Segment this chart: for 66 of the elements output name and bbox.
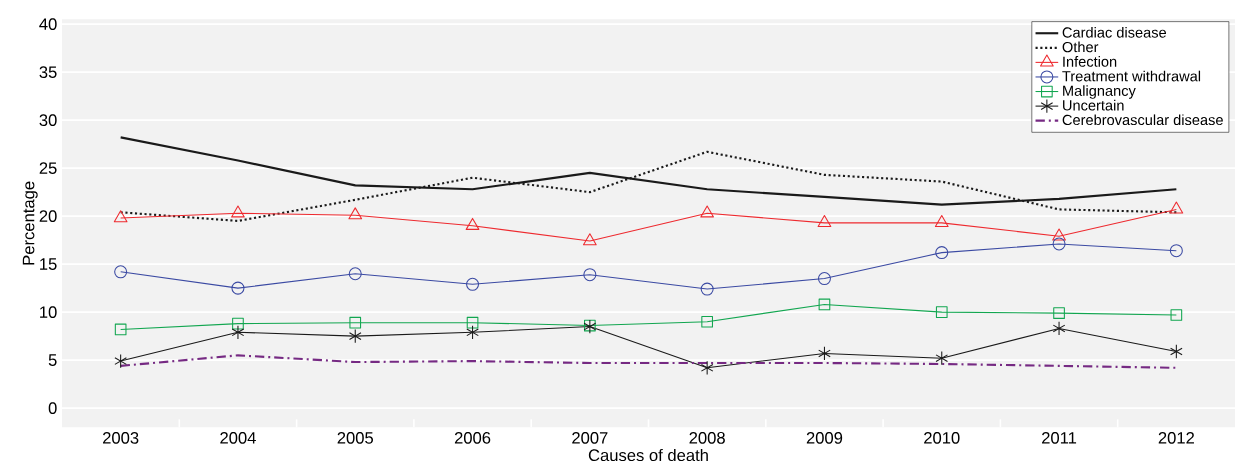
legend-label: Cerebrovascular disease (1062, 114, 1223, 126)
x-tick-label: 2009 (806, 432, 843, 444)
x-tick-label: 2006 (454, 432, 491, 444)
point (935, 246, 949, 260)
legend-label: Uncertain (1063, 99, 1124, 111)
point (700, 205, 715, 218)
point (113, 210, 128, 223)
legend-label: Malignancy (1063, 85, 1136, 99)
point (817, 272, 831, 286)
point (1052, 237, 1066, 251)
point (700, 360, 714, 375)
point (466, 316, 479, 329)
point (1170, 344, 1183, 359)
point (232, 317, 244, 330)
point (465, 217, 480, 230)
point (700, 282, 714, 296)
point (349, 316, 362, 329)
y-tick-label: 30 (39, 114, 57, 127)
y-tick-label: 10 (40, 306, 57, 319)
x-tick-label: 2004 (220, 432, 256, 444)
y-tick-label: 20 (39, 210, 57, 223)
point (114, 353, 127, 369)
point (818, 298, 831, 311)
point (114, 323, 127, 336)
x-tick-label: 2005 (337, 432, 374, 444)
point (466, 325, 479, 340)
x-tick-label: 2003 (103, 432, 139, 444)
y-tick-label: 40 (39, 18, 57, 31)
y-tick-label: 35 (39, 66, 57, 79)
point (1169, 201, 1184, 214)
point (817, 215, 832, 228)
point (701, 315, 713, 328)
point (1052, 321, 1066, 336)
point (1053, 307, 1065, 319)
x-tick-label: 2010 (924, 432, 960, 444)
point (231, 205, 245, 218)
point (348, 267, 362, 281)
x-tick-label: 2012 (1158, 432, 1194, 444)
x-tick-label: 2008 (689, 432, 725, 444)
point (583, 233, 597, 246)
x-tick-label: 2011 (1042, 432, 1077, 444)
point (1170, 309, 1183, 321)
y-tick-label: 5 (48, 354, 57, 366)
point (466, 277, 480, 291)
point (231, 281, 245, 295)
point (114, 265, 128, 279)
point (934, 215, 949, 228)
point (1052, 228, 1066, 241)
x-axis-title: Causes of death (588, 448, 708, 462)
legend-label: Cardiac disease (1062, 26, 1167, 38)
legend-label: Other (1062, 41, 1099, 53)
point (1169, 244, 1183, 258)
point (583, 268, 597, 282)
y-tick-label: 25 (39, 162, 57, 175)
legend-label: Infection (1063, 56, 1117, 67)
point (348, 328, 362, 344)
y-tick-label: 15 (40, 258, 57, 270)
point (935, 351, 949, 366)
point (348, 207, 363, 220)
point (231, 325, 245, 340)
point (935, 306, 948, 318)
legend-label: Treatment withdrawal (1062, 70, 1201, 82)
x-tick-label: 2007 (572, 432, 608, 444)
point (818, 346, 831, 361)
y-tick-label: 0 (48, 402, 57, 415)
y-axis-title: Percentage (22, 181, 38, 265)
